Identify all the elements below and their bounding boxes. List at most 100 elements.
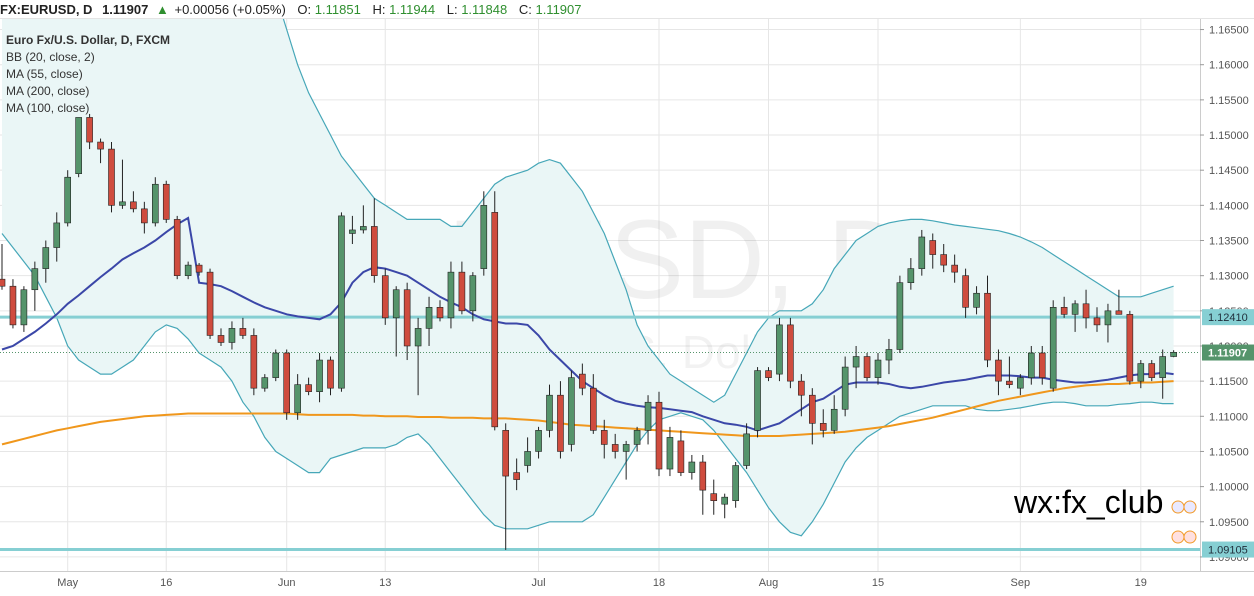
- hline-price-label: 1.12410: [1208, 312, 1248, 324]
- time-tick-label: 15: [872, 577, 884, 589]
- hline-price-badge: [1202, 541, 1254, 558]
- candle-body: [184, 264, 192, 276]
- candle-body: [31, 268, 39, 291]
- candle-body: [261, 377, 269, 389]
- legend-study[interactable]: MA (100, close): [6, 101, 89, 115]
- candle-body: [1159, 356, 1166, 378]
- candle-body: [42, 247, 50, 269]
- last-price-label: 1.11907: [1208, 348, 1247, 360]
- header-close-label: C:: [519, 2, 532, 17]
- candle-body: [535, 430, 542, 452]
- candle-body: [765, 370, 772, 378]
- candle-body: [294, 384, 301, 414]
- candle-body: [327, 359, 334, 389]
- candle-body: [239, 328, 247, 336]
- bb-lower-line: [1, 233, 1174, 537]
- candle-body: [688, 461, 696, 473]
- candle-body: [403, 289, 411, 347]
- candle-body: [381, 275, 389, 319]
- candle-body: [9, 285, 17, 326]
- header-low-value: 1.11848: [461, 2, 507, 17]
- candle-body: [885, 349, 893, 361]
- candle-body: [491, 212, 499, 428]
- candle-body: [1071, 303, 1079, 315]
- candle-body: [995, 359, 1002, 382]
- candle-body: [1170, 352, 1177, 357]
- header-high-value: 1.11944: [389, 2, 435, 17]
- price-tick-label: 1.14000: [1209, 200, 1249, 212]
- candle-body: [776, 324, 783, 375]
- header-high-label: H:: [372, 2, 385, 17]
- header-change: +0.00056 (+0.05%): [174, 2, 285, 17]
- candle-body: [370, 226, 378, 276]
- price-tick-label: 1.13500: [1209, 236, 1249, 248]
- time-tick-label: 18: [653, 577, 665, 589]
- event-flags-icon[interactable]: [1171, 500, 1197, 544]
- candle-body: [710, 493, 718, 501]
- candle-body: [173, 219, 181, 276]
- time-tick-label: Jun: [278, 577, 296, 589]
- candle-body: [86, 117, 93, 143]
- candle-body: [1049, 307, 1057, 389]
- candle-body: [622, 444, 630, 452]
- candle-body: [1126, 314, 1134, 382]
- candle-body: [699, 461, 707, 491]
- candle-body: [250, 335, 258, 389]
- candle-body: [787, 324, 794, 382]
- price-tick-label: 1.11000: [1209, 411, 1248, 423]
- time-tick-label: Sep: [1011, 577, 1031, 589]
- price-tick-label: 1.16500: [1209, 25, 1249, 37]
- candle-body: [360, 226, 367, 231]
- time-axis-bg: [0, 571, 1254, 591]
- candle-body: [480, 205, 488, 269]
- candle-body: [338, 215, 345, 389]
- candle-body: [64, 176, 71, 224]
- candle-body: [1137, 363, 1145, 382]
- header-symbol[interactable]: FX:EURUSD, D: [0, 2, 92, 17]
- legend-study[interactable]: MA (55, close): [6, 67, 83, 81]
- candle-body: [579, 373, 586, 389]
- candle-body: [141, 208, 148, 224]
- price-tick-label: 1.10000: [1209, 482, 1249, 494]
- candle-body: [217, 335, 225, 343]
- candle-body: [272, 352, 280, 378]
- candle-body: [841, 366, 849, 410]
- candle-body: [973, 292, 980, 308]
- candle-body: [152, 183, 159, 224]
- candle-body: [1093, 317, 1101, 326]
- candle-body: [929, 240, 937, 255]
- candle-body: [863, 356, 871, 378]
- candle-body: [754, 370, 761, 431]
- candles: [0, 113, 1177, 550]
- price-tick-label: 1.14500: [1209, 165, 1249, 177]
- candle-body: [316, 359, 323, 392]
- candle-body: [305, 384, 312, 392]
- candle-body: [195, 264, 203, 273]
- horizontal-lines: [0, 315, 1200, 552]
- candle-body: [97, 141, 104, 150]
- legend-study[interactable]: BB (20, close, 2): [6, 50, 95, 64]
- candle-body: [425, 307, 433, 329]
- candle-body: [392, 289, 400, 319]
- last-price-badge: [1202, 344, 1254, 361]
- candle-body: [524, 451, 531, 466]
- legend-instrument[interactable]: Euro Fx/U.S. Dollar, D, FXCM: [6, 33, 170, 47]
- header-last: 1.11907: [102, 2, 148, 17]
- legend-study[interactable]: MA (200, close): [6, 84, 89, 98]
- candle-body: [633, 430, 641, 445]
- candle-body: [600, 430, 608, 445]
- candle-body: [951, 264, 958, 273]
- candle-body: [414, 328, 422, 347]
- candle-body: [940, 254, 948, 266]
- candle-body: [1104, 310, 1112, 326]
- svg-text:FX:EURUSD, D 1.11907 ▲: FX:EURUSD, D 1.11907 ▲ +0.00056 (+0.05%)…: [0, 2, 582, 17]
- candle-body: [589, 387, 597, 431]
- candle-body: [458, 271, 466, 312]
- candle-body: [513, 472, 520, 480]
- candle-body: [1115, 310, 1123, 315]
- candle-body: [666, 437, 674, 470]
- time-tick-label: 16: [160, 577, 172, 589]
- header-open-value: 1.11851: [315, 2, 361, 17]
